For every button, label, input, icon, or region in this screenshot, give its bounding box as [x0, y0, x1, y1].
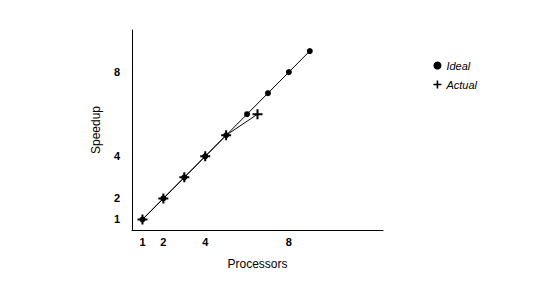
svg-text:Processors: Processors [227, 257, 287, 271]
svg-text:1: 1 [114, 213, 120, 225]
svg-text:8: 8 [286, 236, 292, 248]
svg-text:4: 4 [202, 236, 209, 248]
svg-text:2: 2 [160, 236, 166, 248]
svg-text:Actual: Actual [445, 79, 477, 91]
svg-text:8: 8 [114, 66, 120, 78]
svg-text:1: 1 [139, 236, 145, 248]
svg-text:2: 2 [114, 192, 120, 204]
svg-text:Speedup: Speedup [89, 106, 103, 154]
svg-text:4: 4 [114, 150, 121, 162]
svg-text:Ideal: Ideal [446, 60, 470, 72]
